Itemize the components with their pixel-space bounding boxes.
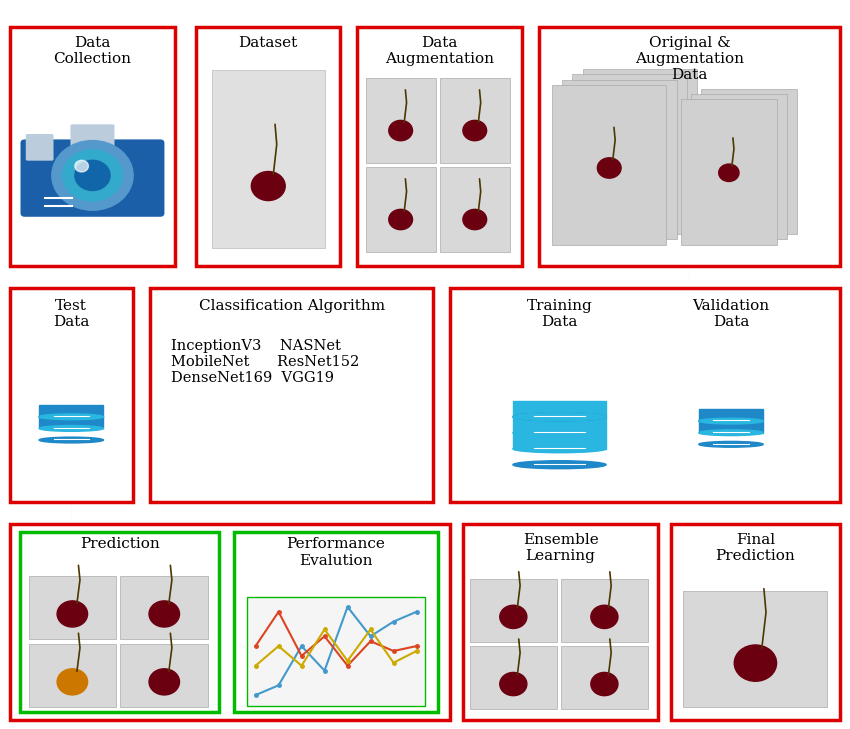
Ellipse shape — [513, 445, 606, 453]
FancyBboxPatch shape — [366, 167, 435, 252]
Ellipse shape — [39, 426, 104, 432]
Text: InceptionV3    NASNet
MobileNet      ResNet152
DenseNet169  VGG19: InceptionV3 NASNet MobileNet ResNet152 D… — [171, 339, 359, 386]
FancyBboxPatch shape — [357, 27, 523, 267]
Circle shape — [149, 601, 179, 627]
FancyBboxPatch shape — [196, 27, 340, 267]
Circle shape — [57, 668, 88, 695]
Ellipse shape — [513, 413, 606, 421]
FancyBboxPatch shape — [20, 139, 164, 217]
FancyBboxPatch shape — [582, 69, 697, 229]
Ellipse shape — [699, 430, 763, 436]
FancyBboxPatch shape — [29, 576, 116, 639]
Text: Data
Collection: Data Collection — [54, 36, 132, 66]
Polygon shape — [699, 410, 763, 421]
Text: Data
Augmentation: Data Augmentation — [385, 36, 495, 66]
FancyBboxPatch shape — [150, 288, 434, 502]
Text: Training
Data: Training Data — [527, 299, 592, 330]
FancyBboxPatch shape — [561, 646, 648, 709]
FancyBboxPatch shape — [10, 288, 133, 502]
FancyBboxPatch shape — [439, 167, 510, 252]
Polygon shape — [699, 421, 763, 433]
FancyBboxPatch shape — [71, 125, 115, 147]
Circle shape — [463, 120, 487, 141]
FancyBboxPatch shape — [572, 74, 687, 234]
FancyBboxPatch shape — [671, 524, 840, 720]
Polygon shape — [513, 433, 606, 449]
Text: Original &
Augmentation
Data: Original & Augmentation Data — [635, 36, 745, 82]
FancyBboxPatch shape — [212, 71, 325, 249]
Text: Dataset: Dataset — [239, 36, 298, 50]
Ellipse shape — [39, 414, 104, 420]
Polygon shape — [513, 401, 606, 417]
FancyBboxPatch shape — [470, 646, 557, 709]
FancyBboxPatch shape — [691, 94, 787, 239]
Circle shape — [719, 164, 739, 182]
Ellipse shape — [513, 461, 606, 469]
Text: Validation
Data: Validation Data — [693, 299, 769, 330]
Text: Performance
Evalution: Performance Evalution — [286, 537, 386, 568]
Circle shape — [63, 150, 122, 201]
Circle shape — [388, 120, 412, 141]
FancyBboxPatch shape — [463, 524, 658, 720]
FancyBboxPatch shape — [10, 27, 175, 267]
FancyBboxPatch shape — [247, 597, 425, 706]
Ellipse shape — [513, 429, 606, 437]
Text: Final
Prediction: Final Prediction — [716, 533, 796, 564]
FancyBboxPatch shape — [20, 531, 219, 712]
FancyBboxPatch shape — [681, 99, 777, 245]
FancyBboxPatch shape — [10, 524, 450, 720]
Ellipse shape — [513, 413, 606, 421]
Circle shape — [252, 171, 286, 200]
Polygon shape — [39, 417, 104, 429]
Polygon shape — [513, 417, 606, 433]
FancyBboxPatch shape — [235, 531, 438, 712]
FancyBboxPatch shape — [121, 576, 208, 639]
FancyBboxPatch shape — [366, 78, 435, 163]
Circle shape — [463, 209, 487, 230]
Ellipse shape — [699, 441, 763, 447]
FancyBboxPatch shape — [450, 288, 840, 502]
FancyBboxPatch shape — [701, 89, 797, 234]
FancyBboxPatch shape — [439, 78, 510, 163]
Circle shape — [52, 141, 133, 210]
Circle shape — [591, 605, 618, 628]
Circle shape — [388, 209, 412, 230]
Circle shape — [75, 160, 110, 190]
Circle shape — [734, 645, 777, 682]
Circle shape — [57, 601, 88, 627]
Text: Ensemble
Learning: Ensemble Learning — [523, 533, 598, 564]
FancyBboxPatch shape — [470, 579, 557, 642]
Ellipse shape — [39, 437, 104, 443]
Circle shape — [500, 672, 527, 695]
Ellipse shape — [699, 418, 763, 424]
Text: Prediction: Prediction — [80, 537, 160, 551]
FancyBboxPatch shape — [121, 644, 208, 707]
Ellipse shape — [699, 418, 763, 424]
FancyBboxPatch shape — [26, 134, 54, 160]
FancyBboxPatch shape — [561, 579, 648, 642]
Text: Classification Algorithm: Classification Algorithm — [199, 299, 384, 313]
Circle shape — [500, 605, 527, 628]
Text: Test
Data: Test Data — [53, 299, 89, 330]
FancyBboxPatch shape — [683, 591, 827, 707]
Ellipse shape — [39, 414, 104, 420]
Circle shape — [591, 672, 618, 695]
FancyBboxPatch shape — [552, 85, 666, 245]
FancyBboxPatch shape — [562, 79, 677, 239]
Circle shape — [75, 160, 88, 172]
FancyBboxPatch shape — [540, 27, 840, 267]
Circle shape — [149, 668, 179, 695]
FancyBboxPatch shape — [29, 644, 116, 707]
Polygon shape — [39, 405, 104, 417]
Circle shape — [598, 157, 621, 178]
